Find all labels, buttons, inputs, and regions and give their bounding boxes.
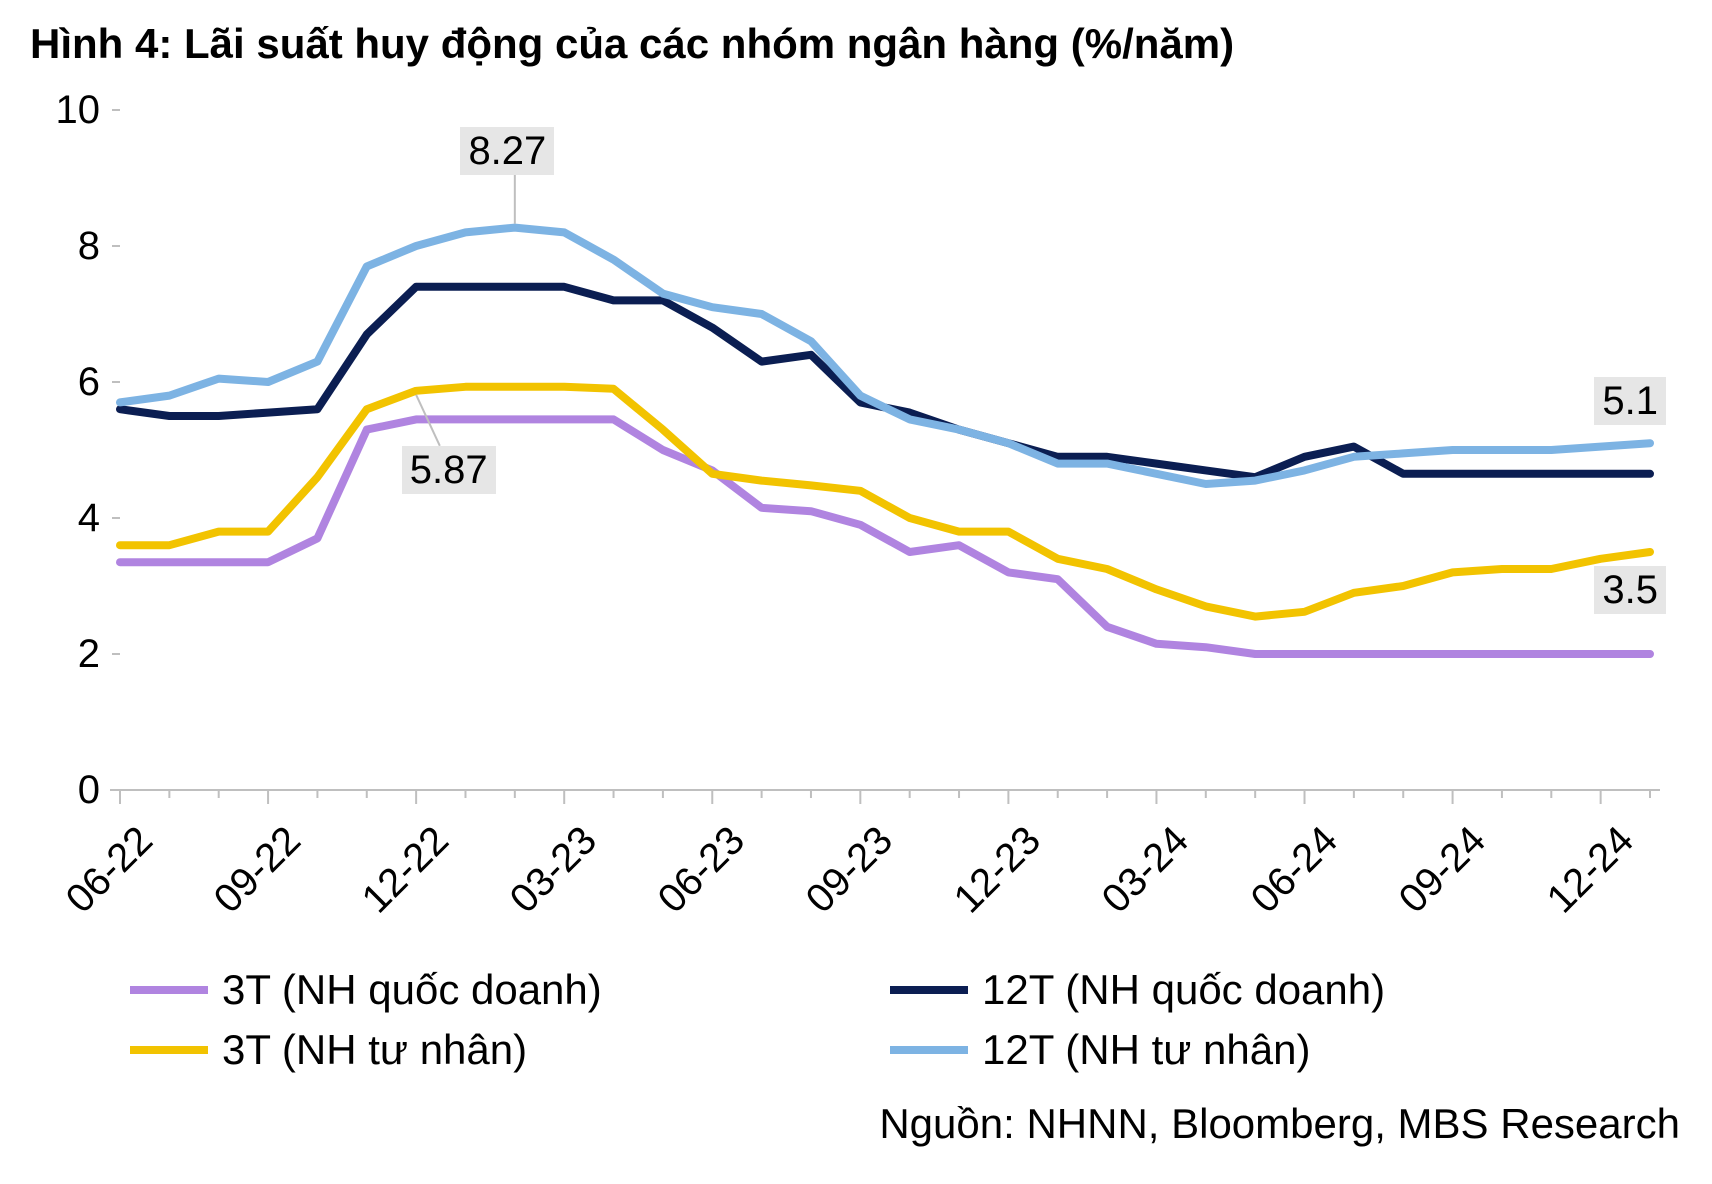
chart-container: Hình 4: Lãi suất huy động của các nhóm n… [0, 0, 1712, 1184]
chart-svg [0, 0, 1712, 900]
legend-item: 3T (NH tư nhân) [130, 1020, 890, 1080]
y-tick-label: 8 [10, 224, 100, 269]
y-tick-label: 4 [10, 496, 100, 541]
legend-item: 3T (NH quốc doanh) [130, 960, 890, 1020]
legend-label: 12T (NH quốc doanh) [982, 966, 1385, 1014]
callout-label: 5.1 [1594, 377, 1666, 425]
legend-label: 3T (NH quốc doanh) [222, 966, 602, 1014]
legend-label: 3T (NH tư nhân) [222, 1026, 527, 1074]
legend-item: 12T (NH tư nhân) [890, 1020, 1650, 1080]
y-tick-label: 10 [10, 88, 100, 133]
source-note: Nguồn: NHNN, Bloomberg, MBS Research [480, 1100, 1680, 1148]
legend-swatch [890, 986, 968, 994]
y-tick-label: 2 [10, 632, 100, 677]
series-line-s3 [120, 387, 1650, 617]
legend-swatch [130, 986, 208, 994]
legend-item: 12T (NH quốc doanh) [890, 960, 1650, 1020]
plot-area: 024681006-2209-2212-2203-2306-2309-2312-… [0, 0, 1712, 900]
legend-swatch [130, 1046, 208, 1054]
callout-label: 3.5 [1594, 566, 1666, 614]
callout-label: 5.87 [402, 446, 496, 494]
legend-swatch [890, 1046, 968, 1054]
callout-label: 8.27 [460, 127, 554, 175]
legend-label: 12T (NH tư nhân) [982, 1026, 1310, 1074]
y-tick-label: 6 [10, 360, 100, 405]
legend: 3T (NH quốc doanh) 12T (NH quốc doanh) 3T … [130, 960, 1650, 1080]
y-tick-label: 0 [10, 768, 100, 813]
